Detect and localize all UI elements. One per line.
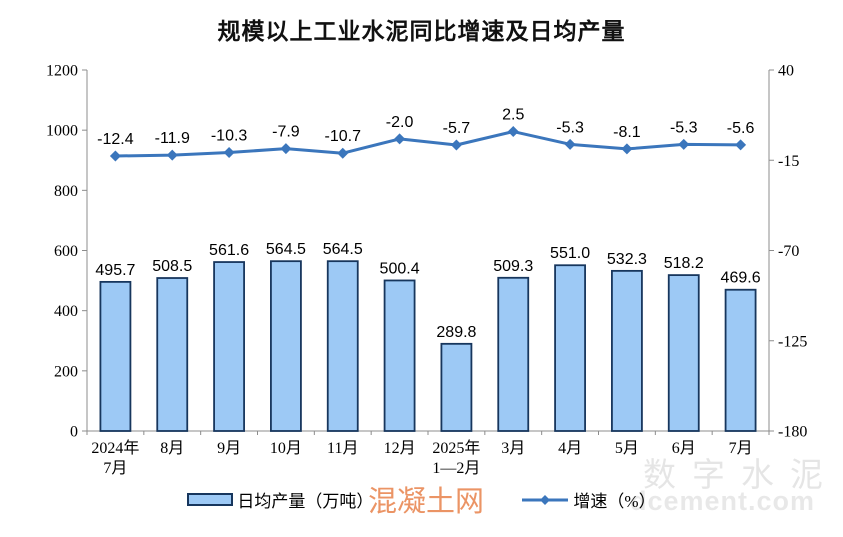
x-axis-label: 3月	[501, 440, 525, 457]
x-axis-label: 11月	[327, 440, 358, 457]
bar-value-label: 564.5	[266, 241, 306, 258]
line-value-label: -5.3	[670, 119, 698, 136]
left-tick-label: 400	[54, 303, 78, 320]
line-value-label: -7.9	[272, 124, 300, 141]
x-axis-label: 5月	[615, 440, 639, 457]
chart-title: 规模以上工业水泥同比增速及日均产量	[217, 18, 626, 44]
x-axis-label: 6月	[672, 440, 696, 457]
bar-value-label: 532.3	[607, 251, 647, 268]
bar	[99, 280, 132, 432]
bar	[156, 277, 189, 432]
left-tick-label: 800	[54, 183, 78, 200]
bar-value-label: 551.0	[550, 245, 590, 262]
bar-value-label: 518.2	[664, 255, 704, 272]
line-marker	[166, 149, 178, 161]
right-tick-label: -125	[778, 333, 807, 350]
legend-item-bar: 日均产量（万吨）	[187, 487, 373, 512]
left-tick-label: 0	[70, 424, 78, 441]
x-axis-label: 1—2月	[432, 460, 480, 477]
x-axis-label: 2024年	[91, 439, 139, 457]
line-value-label: -11.9	[155, 130, 190, 147]
line-value-label: -2.0	[386, 114, 414, 131]
watermark-center: 混凝土网	[368, 486, 485, 518]
line-marker	[735, 139, 747, 151]
left-tick-label: 200	[54, 363, 78, 380]
watermark-brand: 数字水泥	[643, 458, 839, 494]
chart-legend: 日均产量（万吨） 增速（%）	[0, 487, 843, 512]
line-value-label: -8.1	[613, 124, 641, 141]
line-value-label: -10.7	[325, 128, 362, 145]
line-marker	[223, 147, 235, 159]
line-value-label: -5.6	[727, 120, 755, 137]
line-swatch-icon	[522, 494, 569, 505]
x-axis-label: 4月	[558, 440, 582, 457]
bar-value-label: 289.8	[436, 324, 476, 341]
bar-value-label: 469.6	[721, 270, 761, 287]
x-axis-label: 8月	[160, 440, 184, 457]
bar	[270, 260, 302, 432]
left-tick-label: 1000	[46, 123, 78, 140]
right-tick-label: -15	[778, 153, 799, 170]
x-axis-label: 2025年	[432, 439, 480, 457]
bar	[213, 261, 245, 432]
line-value-label: -10.3	[211, 128, 248, 145]
bar	[554, 264, 586, 432]
bar	[440, 342, 473, 432]
line-marker	[280, 143, 292, 155]
x-axis-label: 7月	[729, 440, 753, 457]
line-marker	[507, 126, 519, 138]
bar-value-label: 564.5	[323, 241, 363, 258]
line-marker	[394, 133, 406, 145]
bar-value-label: 509.3	[493, 258, 533, 275]
x-axis-label: 12月	[384, 440, 416, 457]
line-marker	[337, 147, 349, 159]
bar-swatch-icon	[187, 493, 234, 506]
bar-value-label: 495.7	[95, 262, 135, 279]
legend-item-line: 增速（%）	[521, 487, 656, 512]
bar	[497, 276, 530, 432]
right-tick-label: -180	[778, 424, 807, 441]
line-value-label: -5.3	[556, 119, 584, 136]
left-tick-label: 1200	[46, 63, 78, 80]
line-value-label: -5.7	[443, 120, 471, 137]
bar	[326, 260, 359, 432]
line-marker	[109, 150, 121, 162]
bar-value-label: 561.6	[209, 242, 249, 259]
line-marker	[564, 138, 576, 150]
watermark-domain: dcement.com	[630, 486, 816, 516]
bar	[611, 269, 643, 432]
line-marker	[621, 143, 633, 155]
line-marker	[678, 138, 690, 150]
legend-bar-label: 日均产量（万吨）	[237, 492, 374, 511]
right-tick-label: -70	[778, 243, 799, 260]
x-axis-label: 10月	[270, 440, 302, 457]
bar-value-label: 500.4	[380, 260, 420, 277]
growth-line	[115, 130, 741, 158]
bar	[667, 274, 700, 432]
bar-value-label: 508.5	[152, 258, 192, 275]
bar	[383, 279, 416, 432]
left-tick-label: 600	[54, 243, 78, 260]
x-axis-label: 9月	[217, 440, 241, 457]
x-axis-label: 7月	[103, 460, 127, 477]
combo-chart: 1200 1000 800 600 400 200 0 40 -15 -70 -125 -180 495…	[46, 63, 807, 478]
bar	[724, 288, 757, 432]
line-marker	[450, 139, 462, 151]
line-value-label: -12.4	[97, 131, 134, 148]
right-tick-label: 40	[778, 63, 794, 80]
line-value-label: 2.5	[502, 107, 524, 124]
legend-line-label: 增速（%）	[573, 492, 656, 511]
